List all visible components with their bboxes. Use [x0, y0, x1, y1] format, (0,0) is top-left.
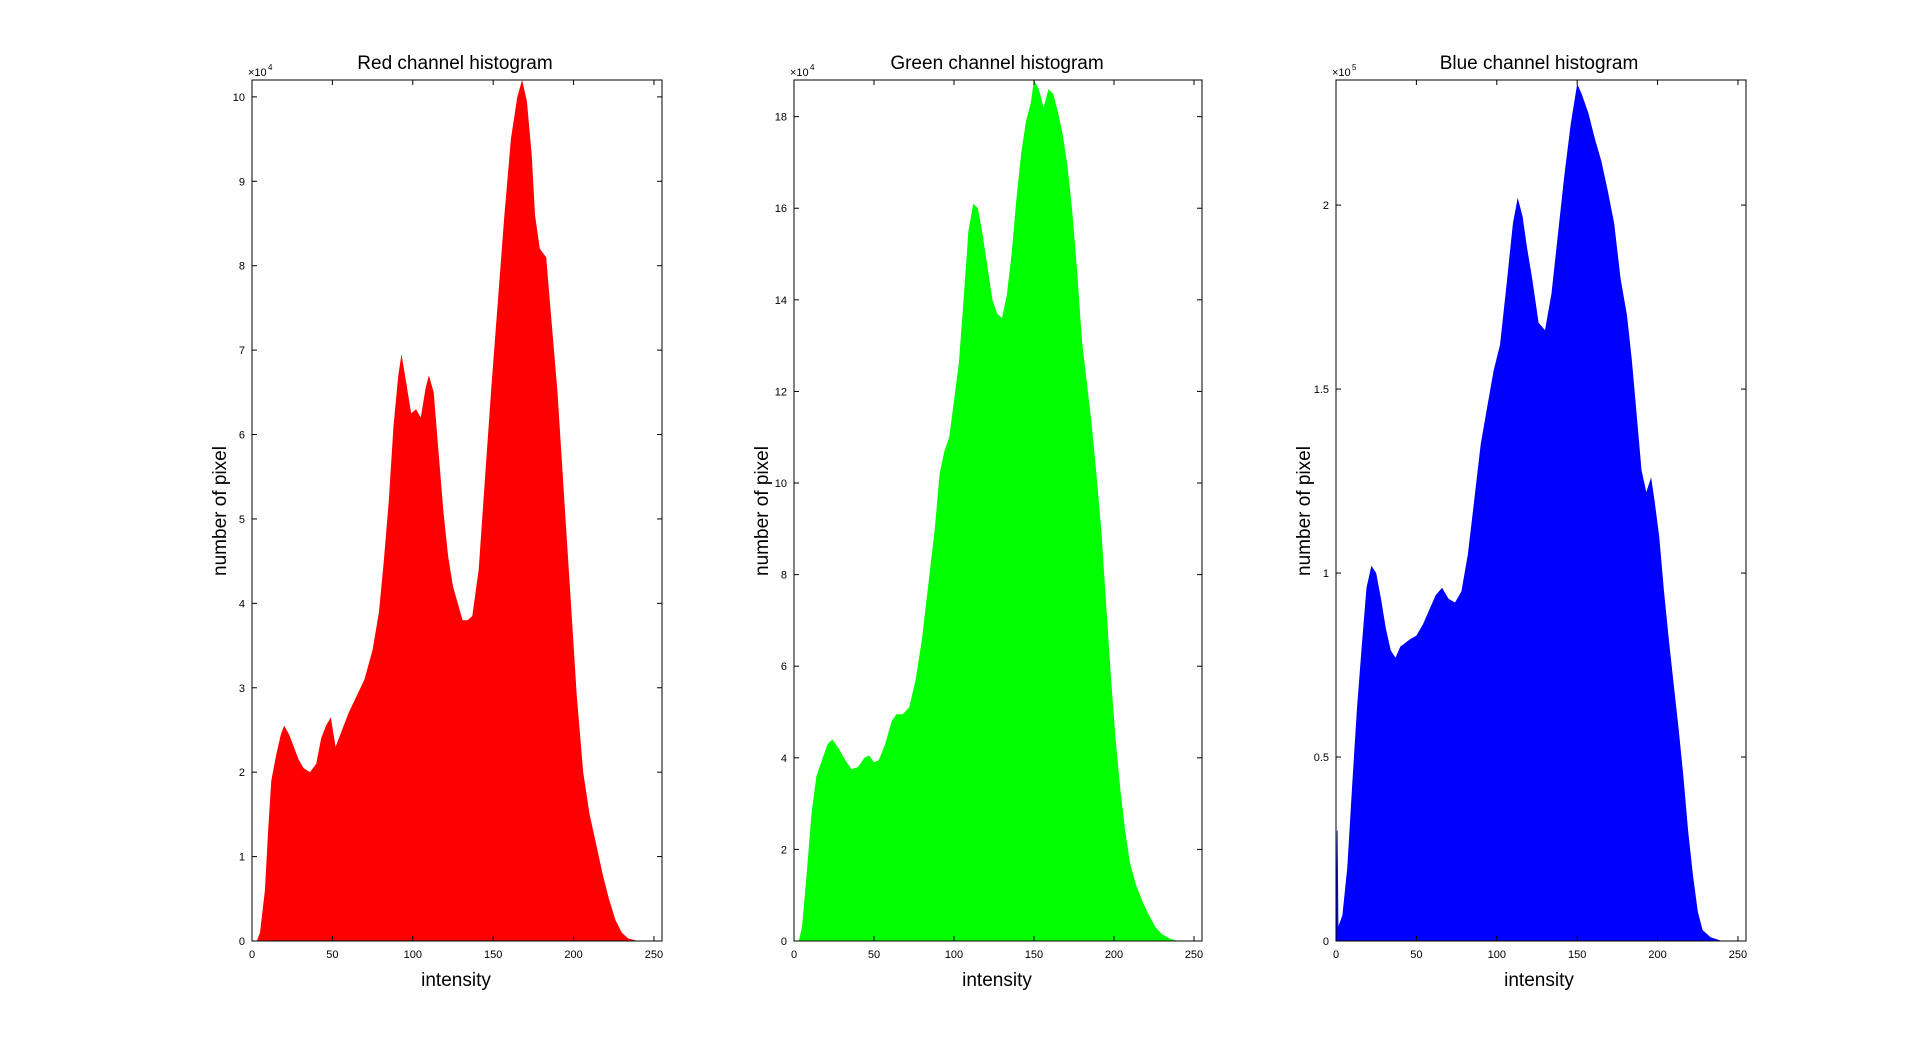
- green-exponent-label: ×10: [790, 67, 809, 79]
- green-y-tick-label-0: 0: [781, 936, 787, 948]
- red-y-tick-label-0: 0: [239, 936, 245, 948]
- red-x-ticks: 0 50 100 150 200 250: [249, 80, 663, 961]
- green-y-tick-label-2: 4: [781, 753, 787, 765]
- blue-x-tick-label-3: 150: [1568, 949, 1586, 961]
- red-x-tick-label-1: 50: [326, 949, 338, 961]
- red-y-ticks: 0 1 2 3 4 5 6 7 8 9 10: [233, 92, 662, 948]
- blue-x-axis-label: intensity: [1504, 970, 1574, 991]
- red-y-tick-label-5: 5: [239, 514, 245, 526]
- red-x-tick-label-0: 0: [249, 949, 255, 961]
- blue-exponent-label: ×10: [1332, 67, 1351, 79]
- green-histogram-area: [794, 80, 1202, 941]
- blue-x-tick-label-1: 50: [1410, 949, 1422, 961]
- red-y-tick-label-4: 4: [239, 598, 245, 610]
- green-x-tick-label-5: 250: [1185, 949, 1203, 961]
- green-x-ticks: 0 50 100 150 200 250: [791, 80, 1203, 961]
- red-histogram-area: [252, 80, 662, 941]
- green-x-tick-label-1: 50: [868, 949, 880, 961]
- green-chart-title: Green channel histogram: [890, 53, 1103, 74]
- green-histogram-panel: Green channel histogram 0 50 100 150 200 250 …: [752, 53, 1203, 991]
- green-y-tick-label-1: 2: [781, 844, 787, 856]
- green-x-tick-label-3: 150: [1025, 949, 1043, 961]
- green-x-tick-label-0: 0: [791, 949, 797, 961]
- green-y-tick-label-5: 10: [775, 478, 787, 490]
- green-y-tick-label-7: 14: [775, 295, 787, 307]
- blue-histogram-area: [1336, 83, 1746, 941]
- red-plot-frame: [251, 79, 663, 942]
- green-y-ticks: 0 2 4 6 8 10 12 14 16 18: [775, 112, 1202, 948]
- blue-y-tick-label-2: 1: [1323, 568, 1329, 580]
- red-x-tick-label-4: 200: [564, 949, 582, 961]
- blue-x-ticks: 0 50 100 150 200 250: [1333, 80, 1747, 961]
- red-y-tick-label-10: 10: [233, 92, 245, 104]
- blue-y-tick-label-3: 1.5: [1314, 384, 1329, 396]
- red-x-tick-label-3: 150: [484, 949, 502, 961]
- blue-x-tick-label-0: 0: [1333, 949, 1339, 961]
- red-y-tick-label-7: 7: [239, 345, 245, 357]
- green-exponent-value: 4: [810, 63, 815, 72]
- blue-x-tick-label-4: 200: [1648, 949, 1666, 961]
- blue-y-tick-label-1: 0.5: [1314, 752, 1329, 764]
- red-y-tick-label-1: 1: [239, 852, 245, 864]
- red-y-axis-label: number of pixel: [210, 446, 231, 576]
- green-plot-frame: [793, 79, 1203, 942]
- blue-y-axis-label: number of pixel: [1294, 446, 1315, 576]
- red-y-tick-label-3: 3: [239, 683, 245, 695]
- green-y-tick-label-3: 6: [781, 661, 787, 673]
- red-exponent-label: ×10: [248, 67, 267, 79]
- red-y-tick-label-8: 8: [239, 261, 245, 273]
- red-x-tick-label-2: 100: [404, 949, 422, 961]
- blue-y-ticks: 0 0.5 1 1.5 2: [1314, 200, 1746, 948]
- red-chart-title: Red channel histogram: [357, 53, 552, 74]
- red-y-tick-label-2: 2: [239, 767, 245, 779]
- green-x-tick-label-4: 200: [1105, 949, 1123, 961]
- green-y-tick-label-9: 18: [775, 112, 787, 124]
- green-y-axis-label: number of pixel: [752, 446, 773, 576]
- red-histogram-panel: Red channel histogram 0 50 100 150 200 250 0 1…: [210, 53, 663, 991]
- green-x-tick-label-2: 100: [945, 949, 963, 961]
- red-exponent-value: 4: [268, 63, 273, 72]
- blue-y-tick-label-0: 0: [1323, 936, 1329, 948]
- blue-x-tick-label-2: 100: [1488, 949, 1506, 961]
- blue-histogram-panel: Blue channel histogram 0 50 100 150 200 250 0…: [1294, 53, 1747, 991]
- blue-exponent-value: 5: [1352, 63, 1357, 72]
- red-y-tick-label-9: 9: [239, 176, 245, 188]
- blue-x-tick-label-5: 250: [1729, 949, 1747, 961]
- green-y-tick-label-4: 8: [781, 570, 787, 582]
- green-y-tick-label-8: 16: [775, 203, 787, 215]
- blue-plot-frame: [1335, 79, 1747, 942]
- green-x-axis-label: intensity: [962, 970, 1032, 991]
- blue-chart-title: Blue channel histogram: [1440, 53, 1639, 74]
- blue-y-tick-label-4: 2: [1323, 200, 1329, 212]
- red-x-tick-label-5: 250: [645, 949, 663, 961]
- red-y-tick-label-6: 6: [239, 430, 245, 442]
- green-y-tick-label-6: 12: [775, 386, 787, 398]
- red-x-axis-label: intensity: [421, 970, 491, 991]
